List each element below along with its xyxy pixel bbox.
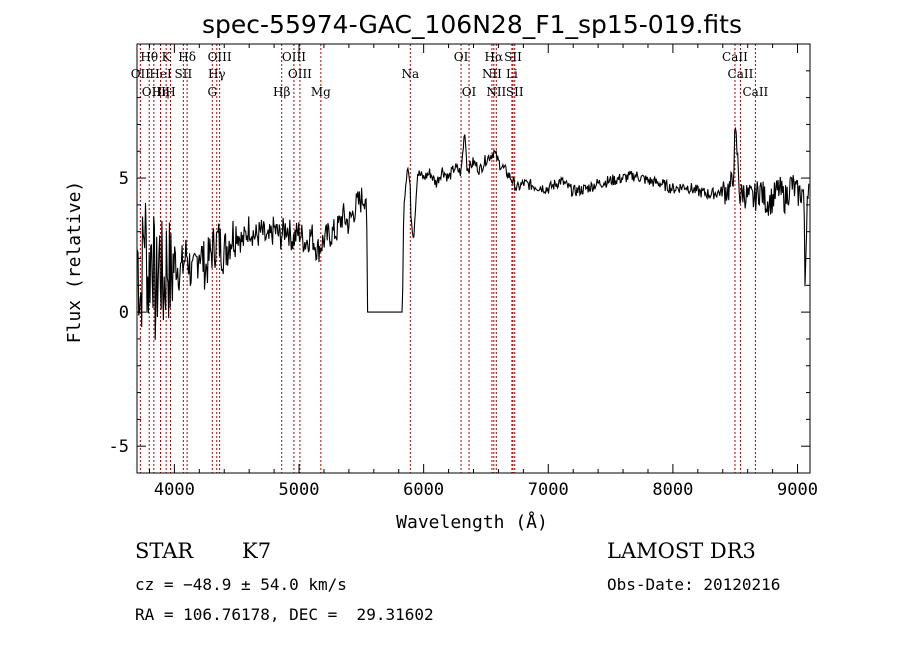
x-tick-label-2: 6000: [403, 480, 444, 500]
x-tick-label-3: 7000: [528, 480, 569, 500]
object-subclass: K7: [242, 539, 272, 563]
line-label-25: CaII: [722, 50, 748, 64]
line-label-4: Hη: [152, 85, 170, 99]
line-label-27: CaII: [742, 85, 768, 99]
line-label-19: Hα: [485, 50, 504, 64]
x-tick-label-0: 4000: [154, 480, 195, 500]
line-label-15: Mg: [311, 85, 331, 99]
plot-frame: [136, 43, 811, 474]
x-tick-label-5: 9000: [777, 480, 818, 500]
survey-name: LAMOST DR3: [607, 539, 756, 563]
flux-series-line: [136, 126, 810, 340]
y-axis-label: Flux (relative): [64, 181, 85, 344]
line-label-13: OIII: [282, 50, 306, 64]
y-tick-label-1: 0: [119, 303, 129, 323]
line-marker-group: [139, 44, 756, 473]
line-label-24: SII: [506, 85, 524, 99]
x-axis-ticks: 4000 5000 6000 7000 8000 9000: [148, 44, 818, 500]
line-label-0: OII: [131, 67, 151, 81]
line-label-9: OIII: [208, 50, 232, 64]
line-label-11: G: [207, 85, 217, 99]
line-label-7: SII: [175, 67, 193, 81]
x-tick-label-4: 8000: [652, 480, 693, 500]
line-label-5: K: [162, 50, 172, 64]
line-label-1: Hθ: [140, 50, 158, 64]
coordinates-readout: RA = 106.76178, DEC = 29.31602: [135, 605, 434, 624]
line-label-26: CaII: [728, 67, 754, 81]
line-label-17: OI: [454, 50, 469, 64]
line-label-2: OIII: [142, 85, 166, 99]
x-tick-label-1: 5000: [279, 480, 320, 500]
line-label-3: HeI: [149, 67, 172, 81]
y-tick-label-2: 5: [119, 169, 129, 189]
line-label-6: H: [165, 85, 175, 99]
line-label-10: Hγ: [208, 67, 226, 81]
x-axis-label: Wavelength (Å): [396, 511, 548, 533]
line-label-23: SII: [504, 50, 522, 64]
y-tick-label-0: -5: [109, 437, 129, 457]
line-label-20: NII: [482, 67, 502, 81]
chart-title: spec-55974-GAC_106N28_F1_sp15-019.fits: [202, 10, 742, 39]
y-axis-ticks: -5 0 5: [109, 70, 810, 474]
line-label-8: Hδ: [178, 50, 196, 64]
line-label-14: OIII: [288, 67, 312, 81]
object-class: STAR: [135, 539, 194, 563]
line-label-18: OI: [462, 85, 477, 99]
line-label-12: Hβ: [273, 85, 290, 99]
line-label-16: Na: [401, 67, 419, 81]
redshift-readout: cz = −48.9 ± 54.0 km/s: [135, 575, 347, 594]
line-label-21: NII: [486, 85, 506, 99]
observation-date: Obs-Date: 20120216: [607, 575, 781, 594]
line-label-22: Li: [506, 67, 518, 81]
